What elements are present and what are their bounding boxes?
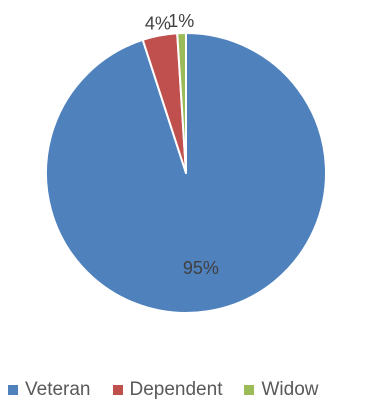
legend-label-veteran: Veteran [25,379,91,400]
data-label-widow: 1% [168,11,194,31]
legend-swatch-widow [244,385,255,395]
legend-swatch-veteran [8,385,18,395]
pie-slice-widow [176,32,187,174]
legend-item-dependent: Dependent [112,379,223,401]
legend: Veteran Dependent Widow [8,377,374,403]
legend-label-dependent: Dependent [129,379,223,400]
legend-label-widow: Widow [261,379,319,400]
legend-item-veteran: Veteran [8,379,91,401]
legend-item-widow: Widow [244,379,318,401]
data-label-veteran: 95% [183,258,219,278]
data-label-dependent: 4% [145,14,171,34]
legend-swatch-dependent [112,385,123,395]
